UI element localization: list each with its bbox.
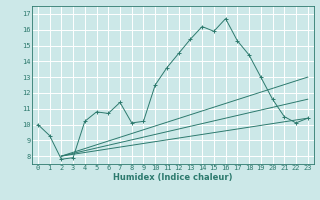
X-axis label: Humidex (Indice chaleur): Humidex (Indice chaleur) [113, 173, 233, 182]
